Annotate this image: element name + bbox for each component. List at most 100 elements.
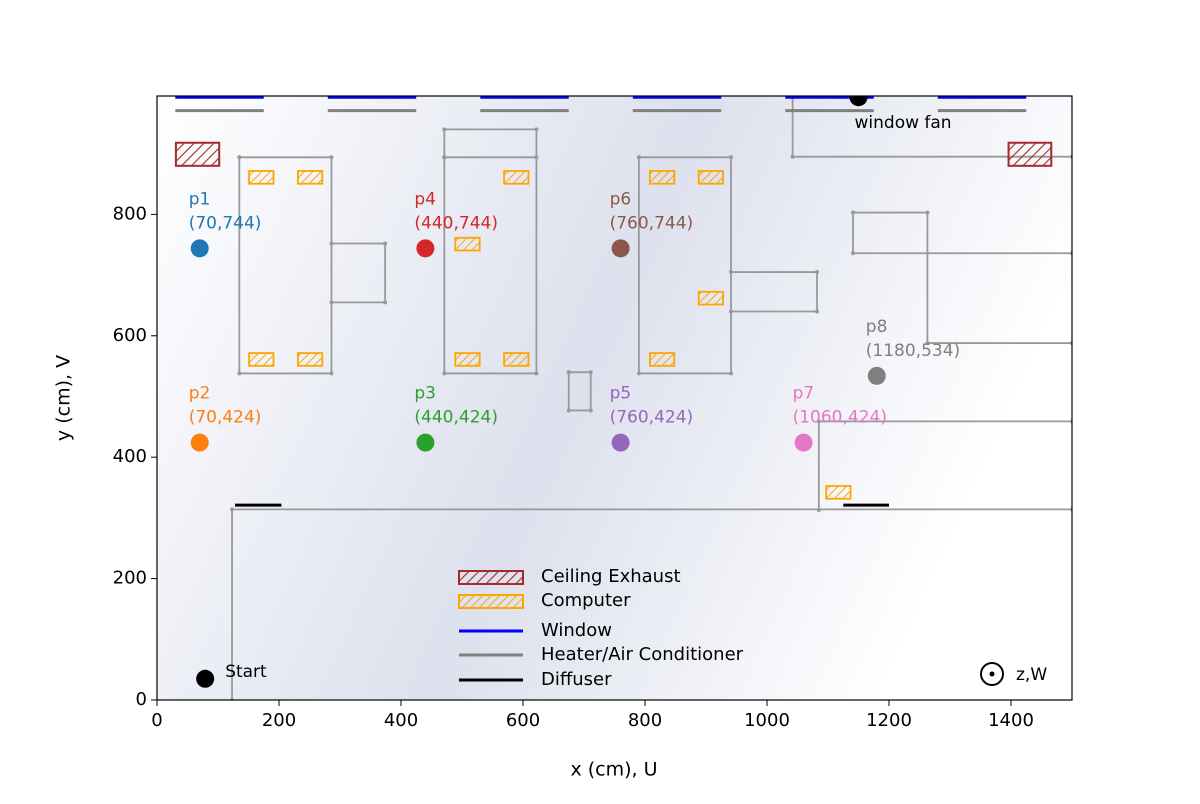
measurement-point (611, 433, 630, 452)
wall-vertex (442, 127, 447, 132)
point-name: p5 (610, 384, 632, 404)
wall-vertex (383, 300, 388, 305)
wall-vertex (237, 371, 242, 376)
plot-area (174, 96, 1072, 700)
axis-note: z,W (1016, 665, 1047, 685)
wall-vertex (534, 127, 539, 132)
point-label: (70,744) (189, 213, 262, 233)
wall-vertex (442, 155, 447, 160)
computer (503, 170, 530, 185)
wall-vertex (534, 371, 539, 376)
point-label: (1180,534) (866, 341, 960, 361)
wall-vertex (636, 155, 641, 160)
wall-vertex (729, 155, 734, 160)
computer (297, 170, 324, 185)
point-label: (440,424) (414, 408, 498, 428)
wall-vertex (329, 371, 334, 376)
wall-vertex (790, 154, 795, 159)
wall (852, 211, 1072, 344)
wall-vertex (442, 371, 447, 376)
computer (248, 170, 275, 185)
legend-label: Window (541, 620, 612, 641)
wall (731, 271, 818, 313)
x-tick-label: 0 (151, 710, 162, 731)
ceiling-exhaust (174, 141, 221, 167)
point-label: (70,424) (189, 408, 262, 428)
x-tick-label: 1200 (866, 710, 912, 731)
legend-label: Heater/Air Conditioner (541, 644, 744, 665)
wall (443, 128, 538, 158)
wall-vertex (329, 300, 334, 305)
wall-vertex (729, 309, 734, 314)
wall-vertex (729, 371, 734, 376)
wall-vertex (237, 155, 242, 160)
measurement-point (867, 366, 886, 385)
y-tick-label: 800 (113, 203, 147, 224)
point-label: (760,424) (610, 408, 694, 428)
x-tick-label: 800 (628, 710, 662, 731)
x-tick-label: 400 (384, 710, 418, 731)
computer (297, 352, 324, 367)
computer (503, 352, 530, 367)
plot-frame (156, 95, 1073, 701)
plot-background (157, 96, 1072, 700)
measurement-point (416, 433, 435, 452)
wall-vertex (815, 309, 820, 314)
computer (454, 236, 481, 252)
x-axis-label: x (cm), U (570, 759, 657, 781)
computer (697, 290, 724, 306)
start-label: Start (225, 662, 267, 682)
computer (648, 352, 676, 367)
point-label: (760,744) (610, 213, 694, 233)
point-name: p6 (610, 189, 632, 209)
wall-vertex (230, 507, 235, 512)
fan-marker (849, 96, 868, 107)
y-tick-label: 0 (136, 689, 147, 710)
axes: 0 200 400 600 800 1000 1200 1400 0 200 400 600 800 (113, 203, 1034, 731)
computer (248, 352, 275, 367)
ceiling-exhaust (1007, 141, 1053, 167)
measurement-point (794, 433, 813, 452)
wall-vertex (925, 210, 930, 215)
point-name: p2 (189, 384, 211, 404)
wall-vertex (636, 371, 641, 376)
x-tick-label: 1000 (744, 710, 790, 731)
legend-label: Computer (541, 590, 631, 611)
measurement-point (611, 239, 630, 258)
wall-vertex (566, 408, 571, 413)
point-label: (440,744) (414, 213, 498, 233)
x-tick-label: 600 (506, 710, 540, 731)
point-name: p3 (414, 384, 436, 404)
measurement-point (190, 239, 209, 258)
point-name: p8 (866, 317, 888, 337)
computer (648, 170, 676, 185)
legend-swatch (458, 570, 524, 585)
x-tick-label: 1400 (988, 710, 1034, 731)
y-tick-label: 600 (113, 325, 147, 346)
y-axis-label: y (cm), V (53, 355, 75, 441)
wall-vertex (329, 241, 334, 246)
computer (697, 170, 724, 185)
wall-vertex (588, 408, 593, 413)
point-name: p7 (793, 384, 815, 404)
wall-vertex (383, 241, 388, 246)
measurement-point (416, 239, 435, 258)
wall-vertex (816, 419, 821, 424)
point-label: (1060,424) (793, 408, 887, 428)
x-tick-label: 200 (262, 710, 296, 731)
computer (454, 352, 481, 367)
wall-vertex (588, 370, 593, 375)
fan-label: window fan (855, 113, 952, 133)
wall-vertex (566, 370, 571, 375)
wall-vertex (815, 270, 820, 275)
computer (825, 485, 852, 500)
legend-label: Diffuser (541, 669, 612, 690)
axis-symbol (980, 662, 1004, 686)
y-tick-label: 200 (113, 568, 147, 589)
start-marker (196, 669, 215, 688)
wall-vertex (925, 341, 930, 346)
y-tick-label: 400 (113, 446, 147, 467)
wall-vertex (851, 251, 856, 256)
wall (331, 242, 387, 304)
wall-vertex (534, 155, 539, 160)
